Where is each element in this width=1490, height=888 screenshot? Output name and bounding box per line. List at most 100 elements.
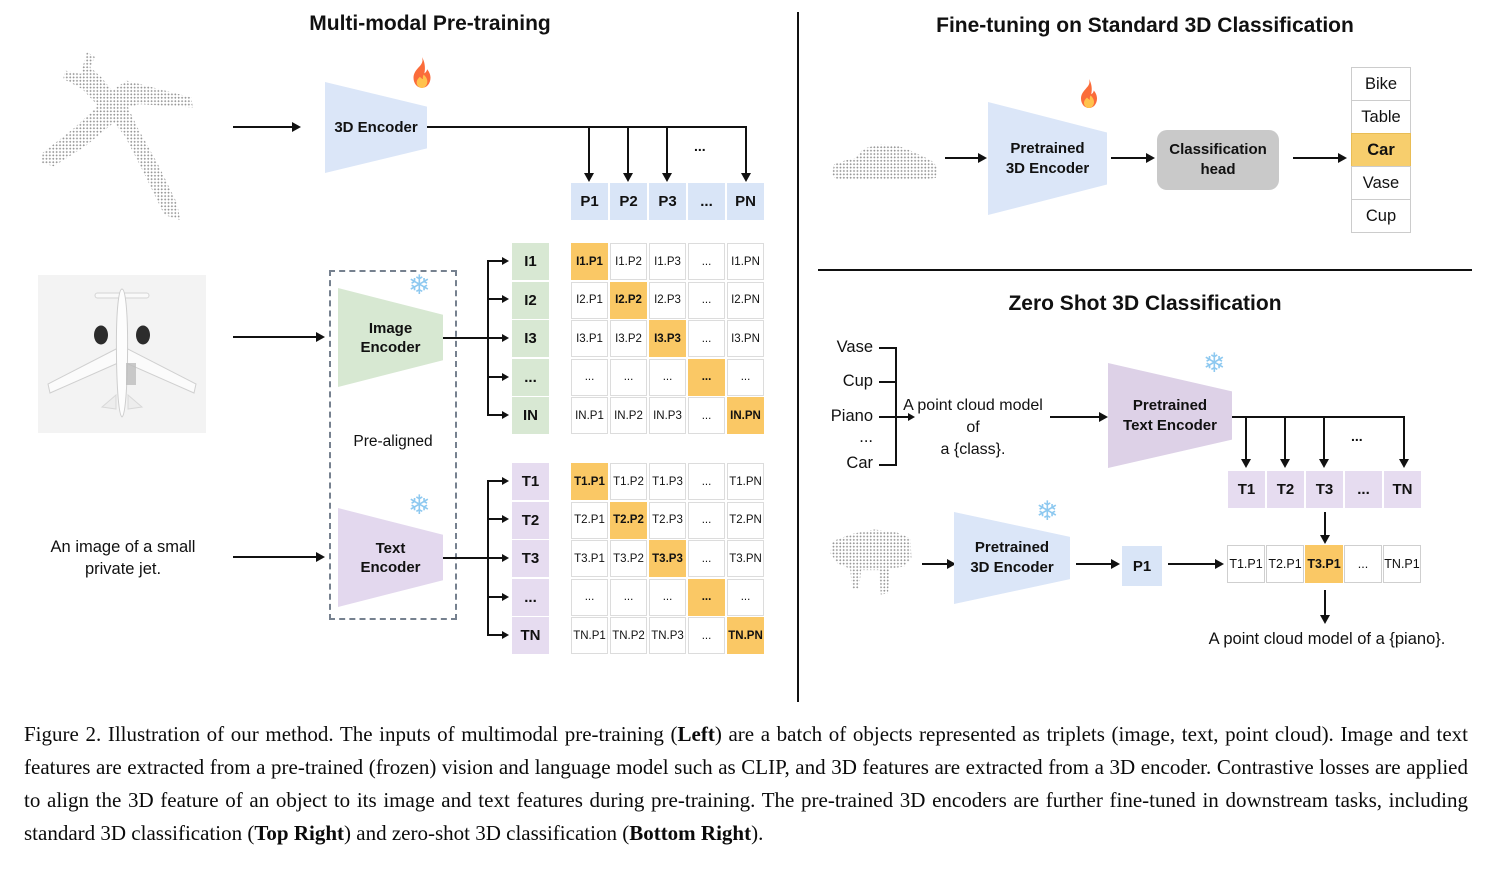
line-image-encoder-output (443, 337, 489, 339)
arrow-photo-to-image-encoder (233, 336, 317, 338)
zs-class: Piano (830, 407, 873, 425)
p-cell: ... (688, 183, 725, 220)
arrow-prompt-to-text-encoder (1050, 416, 1100, 418)
pretrained-3d-encoder-finetune: Pretrained 3D Encoder (988, 102, 1107, 215)
zs-class-ellipsis: ... (859, 428, 873, 446)
image-text-line1: An image of a small (50, 538, 196, 556)
caption-text: Figure 2. Illustration of our method. Th… (24, 722, 678, 746)
matrix-cell: IN.PN (727, 397, 764, 434)
image-point-similarity-matrix: I1.P1 I1.P2 I1.P3 ... I1.PN I2.P1 I2.P2 … (571, 243, 764, 434)
matrix-cell: ... (610, 578, 647, 616)
zs-t-cell: ... (1345, 471, 1382, 508)
matrix-cell: TN.P2 (610, 617, 647, 654)
matrix-cell: TN.P3 (649, 617, 686, 654)
image-text-line2: private jet. (84, 560, 162, 578)
arrow-to-p1 (588, 126, 590, 174)
arrow-to-i2 (487, 298, 503, 300)
arrow-pointcloud-to-3d-encoder (233, 126, 293, 128)
image-text-label: An image of a small private jet. (20, 536, 226, 580)
matrix-cell: ... (688, 320, 725, 357)
matrix-cell: ... (571, 358, 608, 396)
t-label: TN (512, 617, 549, 654)
arrow-to-in (487, 414, 503, 416)
matrix-cell: ... (610, 358, 647, 396)
prompt-line2: a {class}. (940, 441, 1006, 458)
result-cell: TN.P1 (1383, 545, 1421, 583)
arrow-to-t2 (487, 518, 503, 520)
arrow-to-zs-t1 (1245, 416, 1247, 460)
bracket-tick-cup (879, 381, 897, 383)
p-cell: P3 (649, 183, 686, 220)
matrix-cell: I1.P3 (649, 243, 686, 280)
snowflake-icon: ❄ (1036, 496, 1059, 526)
matrix-cell: ... (649, 578, 686, 616)
matrix-cell: T1.P1 (571, 463, 608, 500)
zs-t-cell: TN (1384, 471, 1421, 508)
matrix-cell: ... (688, 397, 725, 434)
arrow-to-p2 (627, 126, 629, 174)
matrix-cell: TN.PN (727, 617, 764, 654)
arrow-to-t1 (487, 480, 503, 482)
arrow-to-zs-t3 (1323, 416, 1325, 460)
matrix-cell: ... (688, 243, 725, 280)
caption-text: ) are a batch of objects represented as … (24, 722, 1468, 845)
matrix-cell: T2.P1 (571, 501, 608, 539)
matrix-cell: ... (571, 578, 608, 616)
horizontal-panel-divider (818, 269, 1472, 271)
matrix-cell: T2.PN (727, 501, 764, 539)
zs-t-cell: T1 (1228, 471, 1265, 508)
class-item: Table (1351, 100, 1411, 134)
matrix-cell: ... (727, 578, 764, 616)
arrow-t3-to-result (1324, 512, 1326, 536)
bottom-right-title: Zero Shot 3D Classification (1008, 292, 1282, 315)
arrow-p1-to-result (1168, 563, 1216, 565)
matrix-cell: ... (727, 358, 764, 396)
zs-t-cell: T3 (1306, 471, 1343, 508)
t-label: T3 (512, 540, 549, 577)
matrix-cell: I2.PN (727, 281, 764, 319)
p-drops-ellipsis: ... (694, 138, 706, 154)
line-3d-encoder-output (427, 126, 747, 128)
matrix-cell: T1.PN (727, 463, 764, 500)
caption-bold-left: Left (677, 722, 715, 746)
pre-aligned-box (329, 270, 457, 620)
result-cell: ... (1344, 545, 1382, 583)
arrow-car-to-encoder (945, 157, 979, 159)
prompt-template: A point cloud model of a {class}. (903, 395, 1043, 461)
matrix-cell: ... (688, 358, 725, 396)
matrix-cell: T2.P3 (649, 501, 686, 539)
class-item-highlighted: Car (1351, 133, 1411, 167)
t-label-column: T1 T2 T3 ... TN (512, 463, 549, 654)
i-label: I3 (512, 320, 549, 357)
airplane-photo (38, 275, 206, 433)
line-text-encoder-output (443, 557, 489, 559)
arrow-to-t3 (487, 557, 503, 559)
snowflake-icon: ❄ (408, 270, 431, 300)
matrix-cell: T1.P2 (610, 463, 647, 500)
arrow-to-i3 (487, 337, 503, 339)
matrix-cell: IN.P3 (649, 397, 686, 434)
arrow-to-zs-t2 (1284, 416, 1286, 460)
matrix-cell: T3.P3 (649, 540, 686, 577)
encoder-3d: 3D Encoder (325, 82, 427, 173)
arrow-result-to-caption (1324, 590, 1326, 616)
arrow-to-zs-tn (1403, 416, 1405, 460)
t-label: T2 (512, 501, 549, 539)
text-point-similarity-matrix: T1.P1 T1.P2 T1.P3 ... T1.PN T2.P1 T2.P2 … (571, 463, 764, 654)
left-panel-title: Multi-modal Pre-training (309, 12, 551, 35)
matrix-cell: T3.PN (727, 540, 764, 577)
matrix-cell: ... (688, 501, 725, 539)
matrix-cell: TN.P1 (571, 617, 608, 654)
class-item: Cup (1351, 199, 1411, 233)
figure-caption: Figure 2. Illustration of our method. Th… (24, 718, 1468, 850)
arrow-text-to-text-encoder (233, 556, 317, 558)
i-label-column: I1 I2 I3 ... IN (512, 243, 549, 434)
arrow-to-p3 (666, 126, 668, 174)
caption-text: ) and zero-shot 3D classification ( (344, 821, 630, 845)
matrix-cell: I1.P2 (610, 243, 647, 280)
zs-t-drops-ellipsis: ... (1351, 428, 1363, 444)
matrix-cell: I3.P1 (571, 320, 608, 357)
snowflake-icon: ❄ (1203, 348, 1226, 378)
piano-point-cloud (830, 529, 912, 595)
matrix-cell: I3.P3 (649, 320, 686, 357)
